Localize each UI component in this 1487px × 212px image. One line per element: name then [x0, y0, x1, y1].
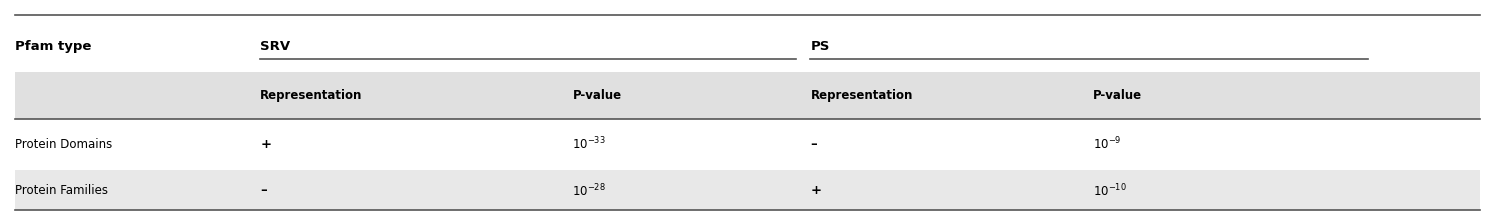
- FancyBboxPatch shape: [15, 72, 1480, 119]
- Text: $10^{-28}$: $10^{-28}$: [572, 183, 607, 199]
- Text: PS: PS: [810, 40, 830, 53]
- Text: P-value: P-value: [572, 89, 622, 102]
- Text: SRV: SRV: [260, 40, 290, 53]
- Text: –: –: [810, 138, 818, 151]
- Text: $10^{-10}$: $10^{-10}$: [1093, 183, 1127, 199]
- Text: P-value: P-value: [1093, 89, 1142, 102]
- Text: –: –: [260, 184, 268, 197]
- Text: $10^{-9}$: $10^{-9}$: [1093, 136, 1121, 152]
- Text: Protein Families: Protein Families: [15, 184, 109, 197]
- Text: Representation: Representation: [260, 89, 363, 102]
- Text: Pfam type: Pfam type: [15, 40, 91, 53]
- Text: Protein Domains: Protein Domains: [15, 138, 112, 151]
- Text: +: +: [260, 138, 271, 151]
- Text: +: +: [810, 184, 821, 197]
- Text: Representation: Representation: [810, 89, 913, 102]
- Text: $10^{-33}$: $10^{-33}$: [572, 136, 607, 152]
- FancyBboxPatch shape: [15, 170, 1480, 210]
